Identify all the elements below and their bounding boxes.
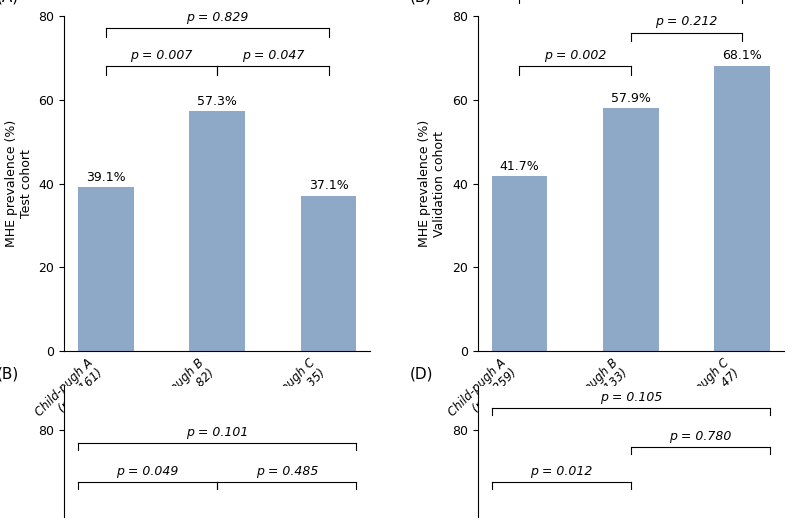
Text: p = 0.212: p = 0.212: [655, 15, 718, 29]
Y-axis label: MHE prevalence (%)
Test cohort: MHE prevalence (%) Test cohort: [5, 120, 33, 247]
Text: p = 0.012: p = 0.012: [530, 465, 592, 478]
Text: p = 0.002: p = 0.002: [544, 49, 606, 62]
Text: p = 0.007: p = 0.007: [130, 49, 193, 62]
Text: 57.9%: 57.9%: [611, 92, 650, 105]
Text: p = 0.049: p = 0.049: [116, 465, 178, 478]
Text: p = 0.047: p = 0.047: [242, 49, 304, 62]
Bar: [301, 196, 357, 351]
Bar: [190, 111, 245, 351]
Text: (D): (D): [410, 366, 434, 382]
Text: 37.1%: 37.1%: [309, 180, 349, 192]
Text: 68.1%: 68.1%: [722, 50, 762, 62]
Text: p = 0.780: p = 0.780: [670, 430, 732, 443]
Bar: [78, 187, 134, 351]
Text: 39.1%: 39.1%: [86, 171, 126, 184]
Text: 41.7%: 41.7%: [499, 160, 539, 173]
Y-axis label: MHE prevalence (%)
Validation cohort: MHE prevalence (%) Validation cohort: [418, 120, 446, 247]
Text: p = 0.829: p = 0.829: [186, 11, 248, 24]
Text: p = 0.101: p = 0.101: [186, 426, 248, 439]
Bar: [491, 176, 547, 351]
Bar: [714, 65, 770, 351]
Text: (B): (B): [410, 0, 433, 4]
Text: (A): (A): [0, 0, 18, 4]
Bar: [603, 108, 658, 351]
Text: 57.3%: 57.3%: [198, 95, 237, 108]
Text: p = 0.485: p = 0.485: [256, 465, 318, 478]
Text: p = 0.105: p = 0.105: [600, 391, 662, 404]
Text: (B): (B): [0, 366, 19, 382]
